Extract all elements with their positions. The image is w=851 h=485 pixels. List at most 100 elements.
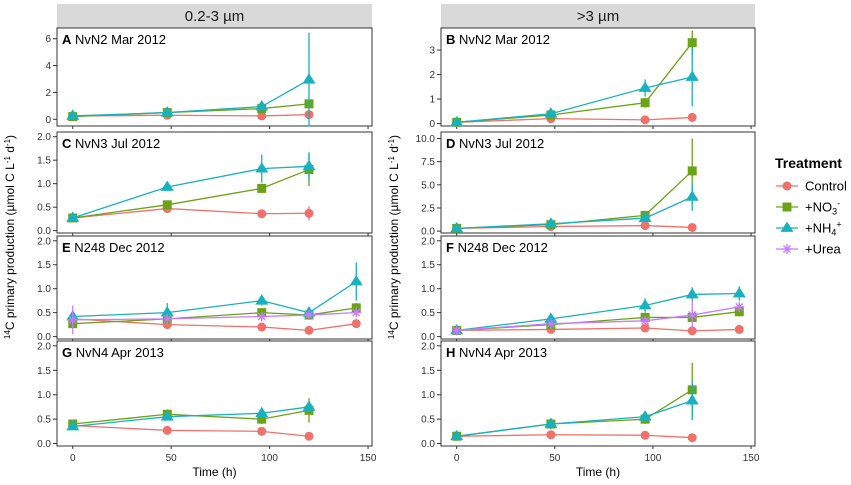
data-point [255, 100, 269, 111]
y-tick-label: 2.0 [37, 341, 51, 352]
y-tick-label: 1.0 [421, 284, 435, 295]
panel-frame [56, 235, 373, 340]
data-point [638, 211, 652, 223]
data-point [687, 112, 697, 122]
y-tick-label: 2 [45, 88, 51, 99]
y-tick-label: 1.0 [421, 390, 435, 401]
panel-f: F N248 Dec 2012 0.0 0.5 1.0 1.5 2.0 [421, 235, 756, 343]
series-line [456, 116, 693, 123]
legend-key-marker [782, 181, 792, 191]
y-tick-label: 2.0 [37, 132, 51, 143]
series-line [456, 196, 693, 230]
legend-item-text: +NO [805, 200, 832, 215]
y-axis-title-text: ) [387, 135, 401, 139]
data-point [257, 111, 267, 121]
panel-title-text: NvN2 Mar 2012 [71, 32, 166, 47]
data-point [687, 222, 697, 232]
data-point [160, 410, 174, 421]
x-tick-label: 0 [70, 453, 76, 464]
panel-title-text: N248 Dec 2012 [454, 240, 548, 255]
data-point [544, 217, 558, 228]
data-point [351, 319, 361, 329]
legend-item-label: Control [805, 179, 847, 194]
column-strip [57, 4, 372, 28]
legend-item-superscript: - [837, 199, 840, 209]
y-tick-label: 2 [429, 70, 435, 81]
series-line [72, 406, 310, 428]
data-point [687, 326, 697, 336]
y-axis-title-superscript: -1 [387, 138, 396, 146]
series-urea [67, 305, 362, 335]
data-point [160, 106, 174, 117]
panel-frame [440, 27, 756, 127]
data-point [640, 323, 650, 333]
column-strip-label: >3 µm [577, 8, 619, 25]
data-point [638, 410, 652, 421]
data-point [638, 81, 652, 92]
y-axis-title: 14C primary production (µmol C L-1 d-1) [387, 135, 401, 339]
series-line [72, 79, 310, 117]
panel-c: C NvN3 Jul 2012 0.0 0.5 1.0 1.5 2.0 [37, 131, 373, 237]
legend-item-text: +NH [805, 221, 831, 236]
data-point [257, 209, 267, 219]
panel-frame [56, 131, 373, 234]
series-nh4 [66, 152, 316, 222]
data-point [544, 417, 558, 428]
data-point [257, 426, 267, 436]
y-axis-title: 14C primary production (µmol C L-1 d-1) [3, 135, 17, 339]
series-line [72, 207, 310, 219]
panel-letter: H [446, 345, 455, 360]
x-tick-label: 50 [166, 453, 178, 464]
legend-item-subscript: 3 [832, 207, 837, 217]
series-nh4 [450, 47, 699, 127]
legend-item-superscript: + [836, 220, 841, 230]
y-tick-label: 0 [45, 115, 51, 126]
legend-item-label: +Urea [805, 242, 842, 257]
panel-frame [440, 340, 756, 447]
legend-item-label: +NH4+ [805, 220, 842, 238]
y-tick-label: 0.5 [421, 308, 435, 319]
y-tick-label: 10.0 [416, 134, 436, 145]
data-point [67, 314, 78, 325]
y-tick-label: 1.5 [37, 260, 51, 271]
data-point [640, 221, 650, 231]
series-nh4 [450, 182, 699, 233]
y-axis-title-text: C primary production (µmol C L [3, 163, 17, 330]
y-tick-label: 0.0 [37, 439, 51, 450]
legend-item-text: Control [805, 179, 847, 194]
panel-title: C NvN3 Jul 2012 [62, 136, 160, 151]
panel-title: H NvN4 Apr 2013 [446, 345, 547, 360]
y-axis-title-text: ) [3, 135, 17, 139]
data-point [685, 394, 699, 405]
y-tick-label: 1.5 [421, 366, 435, 377]
series-urea [451, 300, 745, 336]
legend-key-marker [780, 221, 794, 232]
data-point [160, 306, 174, 317]
y-axis-title-text: d [387, 146, 401, 156]
panel-title-text: NvN3 Jul 2012 [455, 136, 544, 151]
y-axis-title-superscript: -1 [3, 156, 12, 164]
panel-title: E N248 Dec 2012 [62, 240, 165, 255]
data-point [257, 414, 267, 424]
column-strip-label: 0.2-3 µm [185, 8, 245, 25]
data-point [450, 221, 464, 233]
y-axis-title-superscript: 14 [3, 330, 12, 339]
series-line [72, 113, 310, 117]
y-tick-label: 0.0 [37, 332, 51, 343]
y-tick-label: 2.5 [421, 203, 435, 214]
series-line [456, 399, 693, 437]
legend-item-subscript: 4 [831, 228, 836, 238]
x-tick-label: 150 [743, 453, 760, 464]
data-point [66, 419, 80, 431]
data-point [734, 301, 745, 312]
data-point [302, 159, 316, 171]
series-nh4 [66, 32, 316, 127]
panel-title-text: N248 Dec 2012 [71, 240, 165, 255]
data-point [732, 286, 746, 298]
panel-title: B NvN2 Mar 2012 [446, 32, 550, 47]
data-point [257, 183, 267, 193]
y-tick-label: 0.0 [421, 227, 435, 238]
data-point [687, 310, 698, 321]
column-strip [441, 4, 755, 28]
data-point [257, 322, 267, 332]
